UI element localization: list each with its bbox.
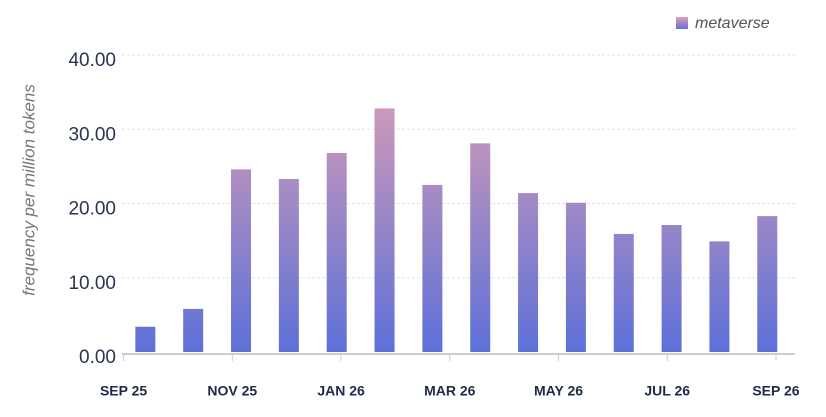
bar [422, 184, 443, 352]
x-tick-label: SEP 25 [100, 383, 147, 399]
bar [757, 216, 778, 352]
x-tick-label: MAY 26 [534, 383, 583, 399]
bar [326, 153, 347, 352]
legend-label: metaverse [695, 15, 770, 32]
y-axis-label: frequency per million tokens [19, 84, 38, 296]
bar [135, 326, 156, 352]
bar [231, 169, 252, 352]
bar [374, 108, 395, 353]
bar [565, 202, 586, 352]
bar [278, 178, 299, 352]
y-tick-label: 0.00 [79, 347, 116, 368]
bar [709, 241, 730, 352]
bar [183, 308, 204, 352]
bar [613, 233, 634, 352]
legend-swatch [676, 17, 688, 29]
bar [518, 193, 539, 352]
bar [661, 225, 682, 352]
bar [470, 143, 491, 352]
x-tick-label: JUL 26 [644, 383, 690, 399]
x-tick-label: JAN 26 [317, 383, 365, 399]
y-tick-label: 20.00 [68, 199, 116, 220]
y-tick-label: 40.00 [68, 50, 116, 71]
x-tick-label: MAR 26 [424, 383, 476, 399]
y-tick-label: 10.00 [68, 273, 116, 294]
x-tick-label: NOV 25 [207, 383, 257, 399]
y-tick-label: 30.00 [68, 124, 116, 145]
x-tick-label: SEP 26 [752, 383, 799, 399]
